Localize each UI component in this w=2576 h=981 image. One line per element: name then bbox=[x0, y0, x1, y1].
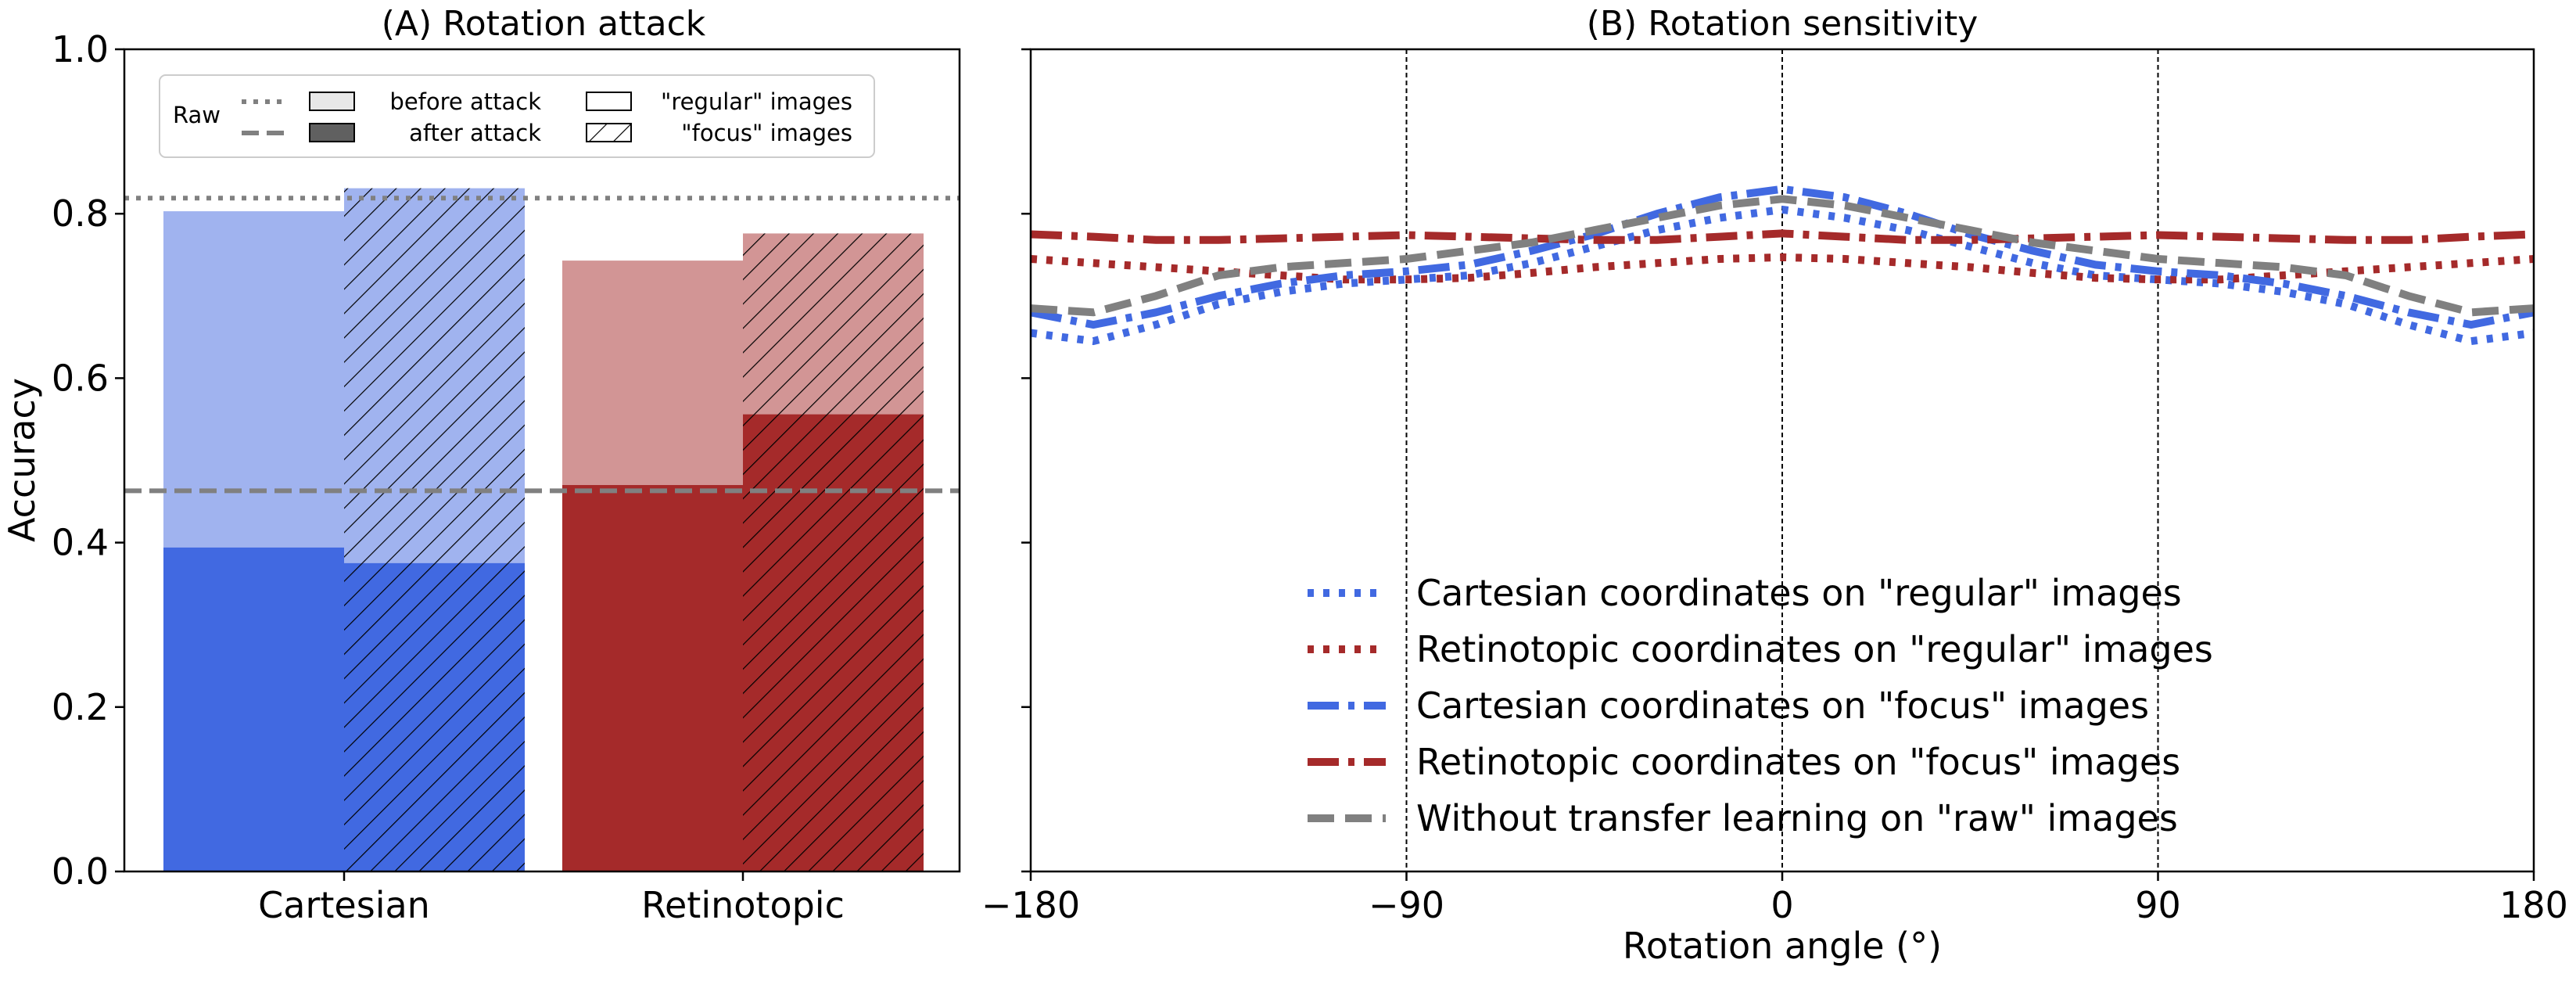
xtick-label: 180 bbox=[2499, 884, 2568, 926]
ytick-label: 0.4 bbox=[52, 522, 109, 564]
legend-raw-label: Raw bbox=[173, 102, 221, 128]
ytick-label: 1.0 bbox=[52, 28, 109, 70]
series-line-2 bbox=[1030, 253, 2535, 284]
panel-a-rotation-attack: (A) Rotation attack 0.0 0.2 0.4 0.6 0.8 1.0 C… bbox=[1, 4, 961, 926]
series-line-4 bbox=[1030, 229, 2535, 244]
bar-retinotopic-regular-after bbox=[562, 485, 743, 871]
xtick-label: 0 bbox=[1771, 884, 1793, 926]
series-line-5 bbox=[1030, 195, 2535, 317]
panel-a-frame bbox=[123, 48, 961, 873]
legend-after-label: after attack bbox=[409, 120, 541, 146]
legend-label-3: Cartesian coordinates on "focus" images bbox=[1416, 685, 2149, 727]
legend-label-2: Retinotopic coordinates on "regular" ima… bbox=[1416, 628, 2213, 670]
hatch-cartesian-focus-after bbox=[344, 562, 525, 871]
legend-before-label: before attack bbox=[389, 88, 541, 115]
panel-b-rotation-sensitivity: (B) Rotation sensitivity −180 −90 0 90 180 R… bbox=[981, 4, 2568, 967]
series-line-3 bbox=[1030, 185, 2535, 329]
xtick-label-retinotopic: Retinotopic bbox=[641, 884, 845, 926]
hatch-retinotopic-focus-after bbox=[743, 414, 924, 871]
legend-label-1: Cartesian coordinates on "regular" image… bbox=[1416, 572, 2182, 614]
legend-regular-swatch bbox=[586, 92, 632, 111]
legend-before-swatch bbox=[309, 92, 355, 111]
xtick-label-cartesian: Cartesian bbox=[258, 884, 430, 926]
panel-b-xlabel: Rotation angle (°) bbox=[1623, 925, 1942, 967]
panel-b-legend: Cartesian coordinates on "regular" image… bbox=[1308, 572, 2213, 839]
ytick-label: 0.6 bbox=[52, 357, 109, 399]
panel-a-legend: Raw before attack after attack "regular"… bbox=[159, 74, 875, 158]
ytick-label: 0.0 bbox=[52, 850, 109, 893]
xtick-label: 90 bbox=[2135, 884, 2181, 926]
legend-focus-label: "focus" images bbox=[681, 120, 852, 146]
bar-cartesian-regular-after bbox=[163, 547, 344, 871]
xtick-label: −90 bbox=[1369, 884, 1444, 926]
legend-label-5: Without transfer learning on "raw" image… bbox=[1416, 797, 2178, 839]
legend-after-swatch bbox=[309, 123, 355, 142]
panel-a-ylabel: Accuracy bbox=[1, 378, 43, 542]
panel-b-title: (B) Rotation sensitivity bbox=[1587, 4, 1979, 44]
legend-label-4: Retinotopic coordinates on "focus" image… bbox=[1416, 741, 2180, 783]
legend-regular-label: "regular" images bbox=[661, 88, 852, 115]
ytick-label: 0.2 bbox=[52, 686, 109, 728]
legend-focus-swatch bbox=[586, 123, 632, 142]
panel-a-title: (A) Rotation attack bbox=[382, 4, 706, 44]
ytick-label: 0.8 bbox=[52, 192, 109, 235]
xtick-label: −180 bbox=[981, 884, 1080, 926]
series-line-1 bbox=[1030, 205, 2535, 346]
